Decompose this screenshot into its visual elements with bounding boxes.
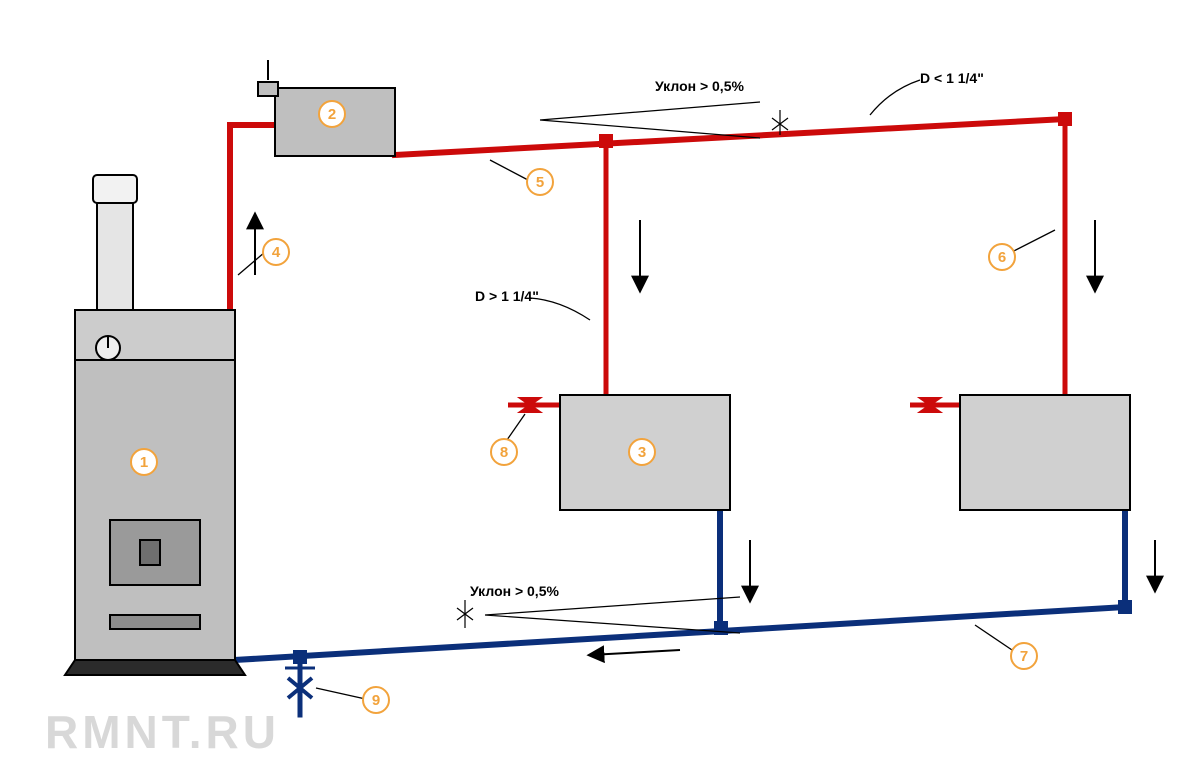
cold-return-pipes [235, 510, 1132, 715]
callout-2-num: 2 [328, 106, 336, 123]
callout-9: 9 [362, 686, 390, 714]
callout-5: 5 [526, 168, 554, 196]
callout-9-num: 9 [372, 692, 380, 709]
label-slope-bottom: Уклон > 0,5% [470, 583, 559, 599]
callout-6-num: 6 [998, 249, 1006, 266]
callout-5-num: 5 [536, 174, 544, 191]
callout-2: 2 [318, 100, 346, 128]
callout-7: 7 [1010, 642, 1038, 670]
callout-8: 8 [490, 438, 518, 466]
boiler [65, 175, 245, 675]
callout-7-num: 7 [1020, 648, 1028, 665]
watermark: RMNT.RU [45, 705, 280, 759]
callout-6: 6 [988, 243, 1016, 271]
callout-1: 1 [130, 448, 158, 476]
label-slope-top: Уклон > 0,5% [655, 78, 744, 94]
radiator-2 [960, 395, 1130, 510]
callout-1-num: 1 [140, 454, 148, 471]
label-d-mid: D > 1 1/4" [475, 288, 539, 304]
callout-8-num: 8 [500, 444, 508, 461]
diagram-stage: Уклон > 0,5% D < 1 1/4" D > 1 1/4" Уклон… [0, 0, 1200, 774]
callout-3: 3 [628, 438, 656, 466]
slope-top-indicator [540, 102, 788, 138]
callout-4: 4 [262, 238, 290, 266]
slope-bottom-indicator [457, 597, 740, 633]
callout-3-num: 3 [638, 444, 646, 461]
label-d-top: D < 1 1/4" [920, 70, 984, 86]
callout-4-num: 4 [272, 244, 280, 261]
